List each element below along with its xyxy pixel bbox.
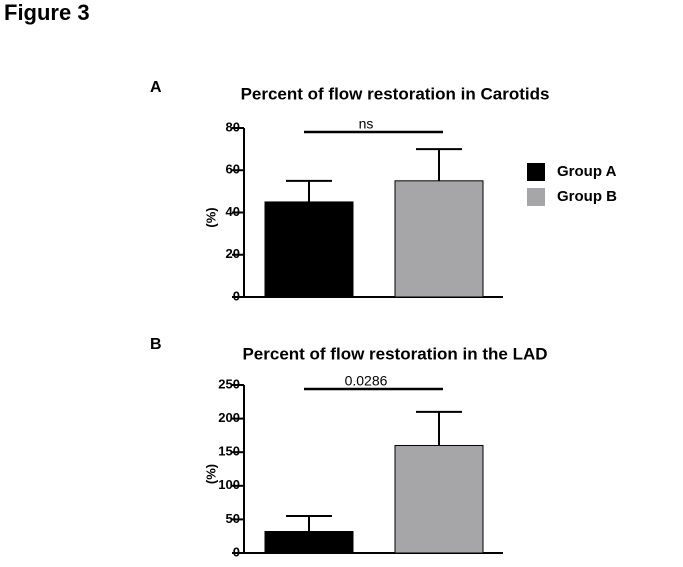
significance-label: ns	[359, 116, 374, 132]
y-tick-label: 150	[218, 444, 240, 459]
y-tick-label: 0	[233, 544, 240, 559]
panel-label: B	[150, 336, 162, 353]
y-tick-label: 250	[218, 376, 240, 391]
y-tick-label: 20	[226, 246, 240, 261]
y-tick-label: 50	[226, 511, 240, 526]
figure-title: Figure 3	[4, 0, 90, 25]
y-tick-label: 100	[218, 477, 240, 492]
y-tick-label: 60	[226, 162, 240, 177]
legend-swatch	[527, 188, 545, 206]
panel-label: A	[150, 79, 162, 96]
y-axis-label: (%)	[203, 464, 218, 484]
y-tick-label: 40	[226, 204, 240, 219]
y-tick-label: 80	[226, 119, 240, 134]
bar	[394, 180, 484, 298]
legend-label: Group A	[557, 163, 617, 180]
chart-title: Percent of flow restoration in Carotids	[241, 84, 550, 103]
legend-swatch	[527, 163, 545, 181]
y-axis-label: (%)	[203, 207, 218, 227]
y-tick-label: 0	[233, 288, 240, 303]
legend-label: Group B	[557, 188, 617, 205]
bar	[264, 201, 354, 298]
bar	[264, 530, 354, 554]
chart-title: Percent of flow restoration in the LAD	[242, 344, 547, 363]
significance-label: 0.0286	[345, 373, 388, 389]
y-tick-label: 200	[218, 410, 240, 425]
bar	[394, 444, 484, 554]
